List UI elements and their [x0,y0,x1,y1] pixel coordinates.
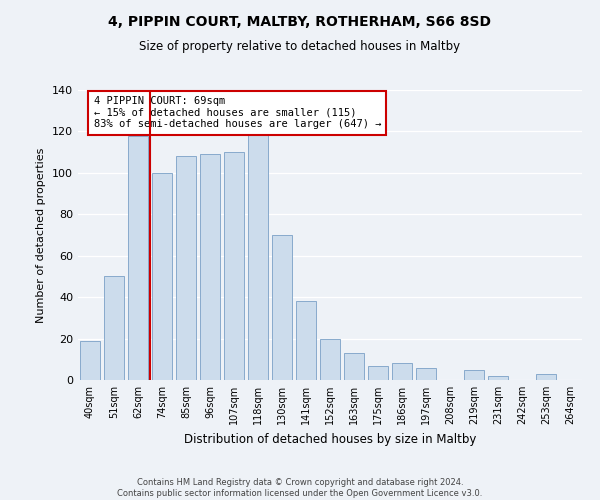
Bar [464,370,484,380]
Bar [272,235,292,380]
Bar [416,368,436,380]
Y-axis label: Number of detached properties: Number of detached properties [37,148,46,322]
Text: 4, PIPPIN COURT, MALTBY, ROTHERHAM, S66 8SD: 4, PIPPIN COURT, MALTBY, ROTHERHAM, S66 … [109,15,491,29]
Text: 4 PIPPIN COURT: 69sqm
← 15% of detached houses are smaller (115)
83% of semi-det: 4 PIPPIN COURT: 69sqm ← 15% of detached … [94,96,381,130]
Bar [104,276,124,380]
Bar [80,340,100,380]
Bar [224,152,244,380]
Bar [488,376,508,380]
Bar [344,353,364,380]
Bar [200,154,220,380]
Bar [536,374,556,380]
Bar [128,136,148,380]
Bar [176,156,196,380]
Text: Size of property relative to detached houses in Maltby: Size of property relative to detached ho… [139,40,461,53]
Bar [248,106,268,380]
Bar [320,338,340,380]
Text: Contains HM Land Registry data © Crown copyright and database right 2024.
Contai: Contains HM Land Registry data © Crown c… [118,478,482,498]
Bar [296,302,316,380]
Bar [152,173,172,380]
X-axis label: Distribution of detached houses by size in Maltby: Distribution of detached houses by size … [184,432,476,446]
Bar [368,366,388,380]
Bar [392,364,412,380]
